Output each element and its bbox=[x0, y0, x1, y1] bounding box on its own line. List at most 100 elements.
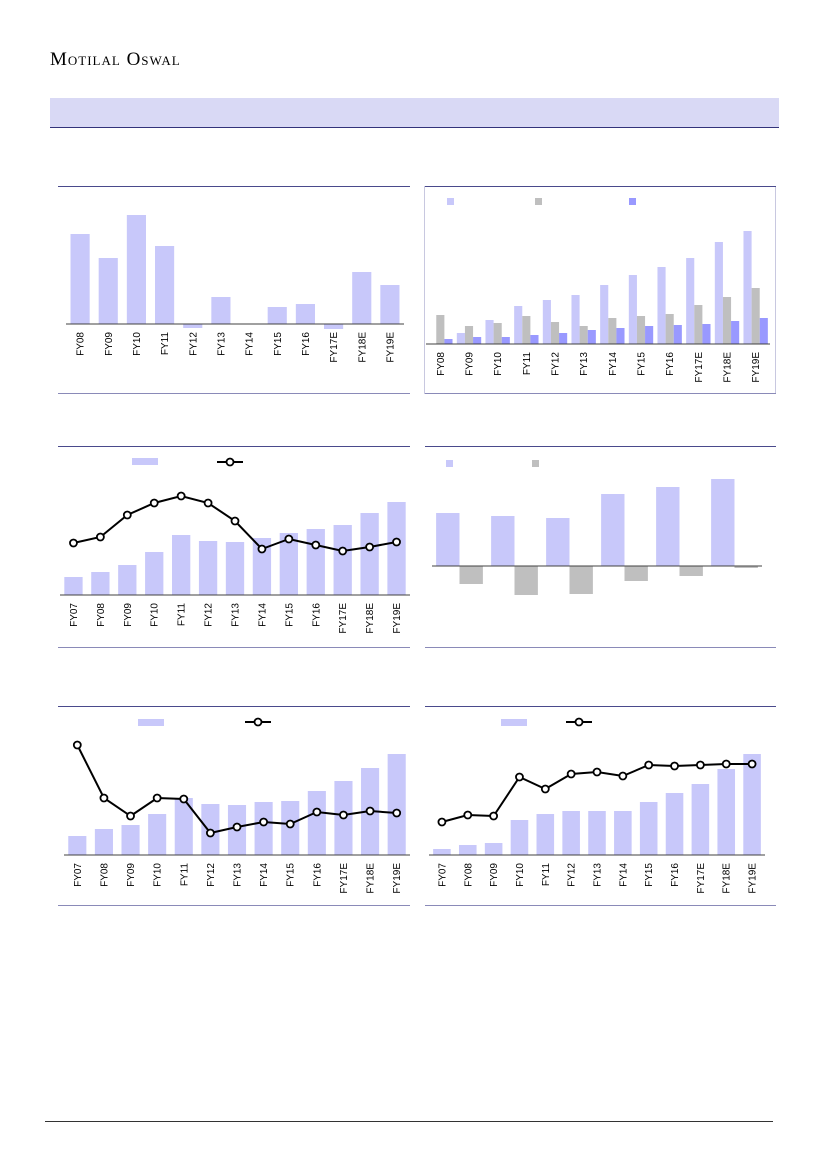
x-tick-label: FY15 bbox=[637, 352, 648, 376]
x-tick-label: FY15 bbox=[286, 863, 297, 887]
bar bbox=[211, 297, 231, 324]
line-point bbox=[99, 793, 109, 803]
bar bbox=[587, 330, 596, 344]
legend-swatch bbox=[535, 198, 542, 205]
bar bbox=[614, 811, 632, 855]
x-tick-label: FY17E bbox=[338, 603, 349, 634]
bar bbox=[714, 242, 723, 344]
x-tick-label: FY19E bbox=[385, 332, 396, 363]
x-tick-label: FY10 bbox=[493, 352, 504, 376]
line-point bbox=[392, 808, 402, 818]
line-point bbox=[339, 810, 348, 820]
x-tick-label: FY14 bbox=[257, 603, 268, 627]
bar bbox=[306, 529, 325, 595]
bar bbox=[267, 307, 287, 324]
bar bbox=[491, 516, 515, 566]
x-tick-label: FY10 bbox=[153, 863, 164, 887]
bar bbox=[702, 324, 711, 344]
line-point bbox=[747, 759, 757, 769]
x-tick-label: FY16 bbox=[311, 603, 322, 627]
bar bbox=[456, 333, 465, 344]
bar bbox=[694, 305, 703, 344]
x-tick-label: FY07 bbox=[69, 603, 80, 627]
legend-marker bbox=[253, 717, 263, 727]
line-point bbox=[152, 793, 162, 803]
line-point bbox=[230, 516, 240, 526]
bar bbox=[743, 231, 752, 344]
bar bbox=[352, 272, 372, 324]
x-tick-label: FY14 bbox=[245, 332, 256, 356]
x-tick-label: FY15 bbox=[644, 863, 655, 887]
bar bbox=[691, 784, 710, 855]
legend-swatch bbox=[629, 198, 636, 205]
bar bbox=[485, 320, 494, 344]
line-point bbox=[232, 822, 242, 832]
legend-swatch bbox=[138, 719, 164, 726]
legend-swatch bbox=[501, 719, 527, 726]
x-tick-label: FY14 bbox=[608, 352, 619, 376]
bar bbox=[608, 318, 617, 344]
bar bbox=[722, 297, 732, 344]
bar bbox=[459, 566, 483, 584]
bar bbox=[734, 566, 758, 568]
bar bbox=[665, 314, 674, 344]
bar bbox=[514, 566, 538, 595]
line-point bbox=[257, 544, 267, 554]
x-tick-label: FY17E bbox=[694, 352, 705, 383]
bar bbox=[183, 324, 203, 328]
x-tick-label: FY19E bbox=[392, 603, 403, 634]
x-tick-label: FY11 bbox=[541, 863, 552, 887]
bar bbox=[387, 502, 406, 595]
legend-swatch bbox=[447, 198, 454, 205]
bar bbox=[68, 836, 87, 855]
bar bbox=[484, 843, 503, 855]
line-point bbox=[72, 740, 82, 750]
legend-marker bbox=[574, 717, 584, 727]
line-point bbox=[515, 772, 524, 782]
x-tick-label: FY09 bbox=[126, 863, 137, 887]
line-point bbox=[95, 532, 105, 542]
bar bbox=[686, 258, 695, 344]
x-tick-label: FY12 bbox=[206, 863, 217, 887]
x-tick-label: FY07 bbox=[437, 863, 448, 887]
bar bbox=[559, 333, 568, 344]
bar bbox=[387, 754, 406, 855]
x-tick-label: FY11 bbox=[522, 352, 533, 376]
bar bbox=[145, 552, 164, 595]
x-tick-label: FY08 bbox=[99, 863, 110, 887]
x-tick-label: FY12 bbox=[204, 603, 215, 627]
bar bbox=[64, 577, 83, 595]
line-point bbox=[285, 819, 295, 829]
x-tick-label: FY08 bbox=[436, 352, 447, 376]
x-tick-label: FY13 bbox=[216, 332, 227, 356]
x-tick-label: FY08 bbox=[96, 603, 107, 627]
line-point bbox=[311, 540, 321, 550]
bar bbox=[571, 295, 580, 344]
bar bbox=[562, 811, 580, 855]
x-tick-label: FY18E bbox=[365, 603, 376, 634]
x-tick-label: FY15 bbox=[284, 603, 295, 627]
line-point bbox=[489, 811, 499, 821]
bar bbox=[252, 538, 272, 595]
line-point bbox=[205, 828, 215, 838]
bar bbox=[501, 337, 510, 344]
bar bbox=[436, 513, 460, 566]
x-tick-label: FY13 bbox=[233, 863, 244, 887]
x-tick-label: FY16 bbox=[665, 352, 676, 376]
line-point bbox=[392, 537, 401, 547]
bar bbox=[254, 802, 273, 855]
bar bbox=[444, 339, 453, 344]
x-tick-label: FY18E bbox=[366, 863, 377, 894]
x-tick-label: FY19E bbox=[751, 352, 762, 383]
x-tick-label: FY11 bbox=[179, 863, 190, 887]
x-tick-label: FY16 bbox=[312, 863, 323, 887]
bar bbox=[636, 316, 646, 344]
line-point bbox=[179, 794, 189, 804]
x-tick-label: FY17E bbox=[696, 863, 707, 894]
x-tick-label: FY09 bbox=[123, 603, 134, 627]
x-tick-label: FY14 bbox=[618, 863, 629, 887]
line-point bbox=[149, 498, 159, 508]
x-tick-label: FY10 bbox=[132, 332, 143, 356]
bar bbox=[639, 802, 658, 855]
bar bbox=[542, 300, 551, 344]
